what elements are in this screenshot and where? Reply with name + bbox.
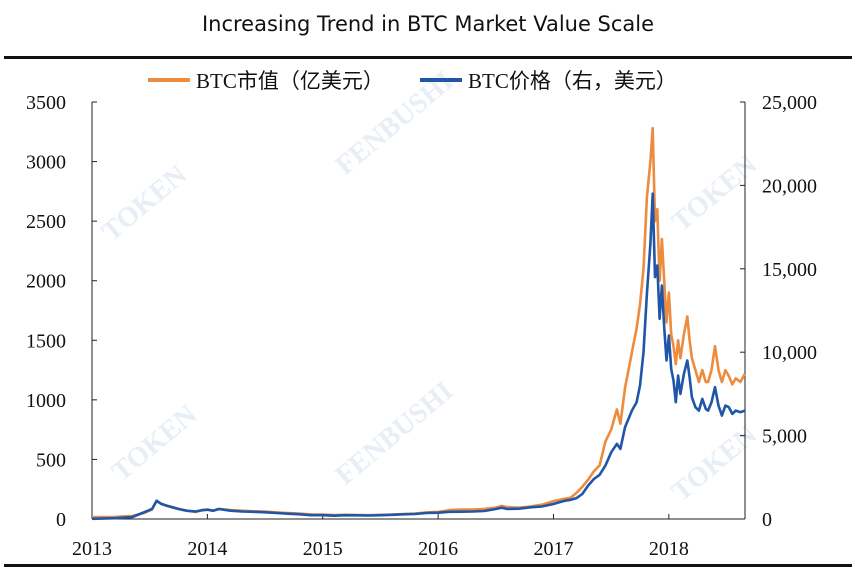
watermark-text: TOKEN xyxy=(106,399,203,487)
right-tick-label: 20,000 xyxy=(762,175,817,197)
x-tick-label: 2013 xyxy=(72,538,112,560)
right-tick-label: 5,000 xyxy=(762,426,807,448)
watermark-text: FENBUSHI xyxy=(330,376,460,492)
x-tick-label: 2015 xyxy=(303,538,343,560)
series-line-market-cap xyxy=(91,126,747,519)
series-layer xyxy=(91,126,747,521)
x-tick-label: 2014 xyxy=(187,538,227,560)
top-rule xyxy=(4,56,852,59)
x-tick-label: 2018 xyxy=(649,538,689,560)
right-tick-label: 15,000 xyxy=(762,259,817,281)
legend: BTC市值（亿美元） BTC价格（右，美元） xyxy=(148,69,677,93)
left-tick-label: 500 xyxy=(36,449,66,471)
left-tick-label: 1000 xyxy=(26,390,66,412)
right-tick-label: 0 xyxy=(762,509,772,531)
left-tick-label: 3500 xyxy=(26,92,66,114)
right-tick-label: 10,000 xyxy=(762,342,817,364)
bottom-rule xyxy=(4,564,852,567)
left-tick-label: 0 xyxy=(56,509,66,531)
right-tick-label: 25,000 xyxy=(762,92,817,114)
watermark-text: TOKEN xyxy=(666,149,763,237)
watermark-text: TOKEN xyxy=(666,419,763,507)
x-tick-label: 2016 xyxy=(418,538,458,560)
left-tick-label: 2500 xyxy=(26,211,66,233)
legend-label-price: BTC价格（右，美元） xyxy=(468,69,677,93)
axes-layer: 0 500 1000 1500 2000 2500 3000 3500 0 5,000 10,000… xyxy=(26,92,817,560)
legend-label-market-cap: BTC市值（亿美元） xyxy=(196,69,384,93)
series-line-price xyxy=(91,192,746,521)
chart-title: Increasing Trend in BTC Market Value Sca… xyxy=(201,12,655,36)
x-tick-label: 2017 xyxy=(533,538,573,560)
left-tick-label: 3000 xyxy=(26,152,66,174)
watermark-text: TOKEN xyxy=(96,159,193,247)
left-tick-label: 2000 xyxy=(26,271,66,293)
left-tick-label: 1500 xyxy=(26,330,66,352)
